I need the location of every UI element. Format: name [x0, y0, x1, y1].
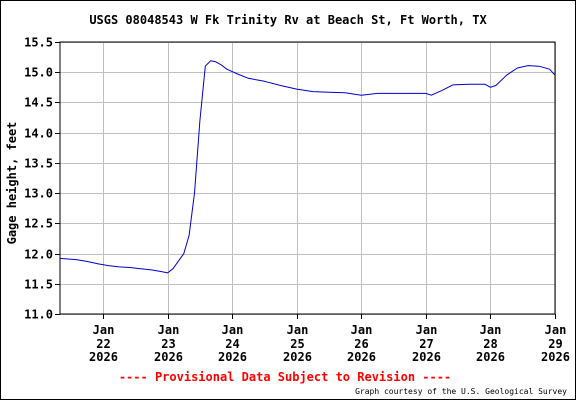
- x-tick-label-day: 25: [290, 337, 304, 351]
- x-tick-label-year: 2026: [154, 350, 183, 364]
- x-tick-label-month: Jan: [351, 323, 373, 337]
- x-tick-label-month: Jan: [480, 323, 502, 337]
- y-tick-label: 13.0: [24, 187, 53, 201]
- x-tick-label-year: 2026: [283, 350, 312, 364]
- y-tick-label: 11.5: [24, 278, 53, 292]
- y-tick-label: 15.5: [24, 36, 53, 50]
- x-tick-label-day: 26: [354, 337, 368, 351]
- plot-area: [60, 42, 555, 314]
- series-layer: [59, 60, 556, 274]
- x-tick-label-month: Jan: [93, 323, 115, 337]
- provisional-notice: ---- Provisional Data Subject to Revisio…: [119, 370, 451, 384]
- y-tick-label: 13.5: [24, 157, 53, 171]
- y-tick-label: 11.0: [24, 308, 53, 322]
- x-tick-labels: Jan222026Jan232026Jan242026Jan252026Jan2…: [89, 314, 570, 364]
- x-tick-label-month: Jan: [222, 323, 244, 337]
- x-tick-label-year: 2026: [347, 350, 376, 364]
- y-axis-label: Gage height, feet: [5, 122, 19, 245]
- x-tick-label-day: 29: [548, 337, 562, 351]
- x-tick-label-month: Jan: [287, 323, 309, 337]
- plot-border: [59, 41, 556, 315]
- x-tick-label-day: 24: [225, 337, 239, 351]
- x-tick-label-day: 28: [483, 337, 497, 351]
- x-tick-label-day: 27: [419, 337, 433, 351]
- y-tick-label: 14.0: [24, 127, 53, 141]
- y-tick-labels: 11.0 11.5 12.0 12.5 13.0 13.5 14.0 14.5 15.0 15.5: [24, 36, 60, 322]
- x-tick-label-year: 2026: [218, 350, 247, 364]
- x-tick-label-year: 2026: [412, 350, 441, 364]
- y-tick-label: 15.0: [24, 66, 53, 80]
- x-tick-label-month: Jan: [416, 323, 438, 337]
- y-tick-label: 12.0: [24, 248, 53, 262]
- x-tick-label-year: 2026: [89, 350, 118, 364]
- x-tick-label-month: Jan: [158, 323, 180, 337]
- chart-title: USGS 08048543 W Fk Trinity Rv at Beach S…: [89, 13, 487, 27]
- y-tick-label: 14.5: [24, 96, 53, 110]
- x-tick-label-day: 22: [96, 337, 110, 351]
- x-tick-label-month: Jan: [545, 323, 567, 337]
- x-tick-label-day: 23: [161, 337, 175, 351]
- x-tick-label-year: 2026: [476, 350, 505, 364]
- y-tick-label: 12.5: [24, 217, 53, 231]
- usgs-credit: Graph courtesy of the U.S. Geological Su…: [355, 387, 567, 396]
- x-tick-label-year: 2026: [541, 350, 570, 364]
- series-line-0: [59, 60, 556, 274]
